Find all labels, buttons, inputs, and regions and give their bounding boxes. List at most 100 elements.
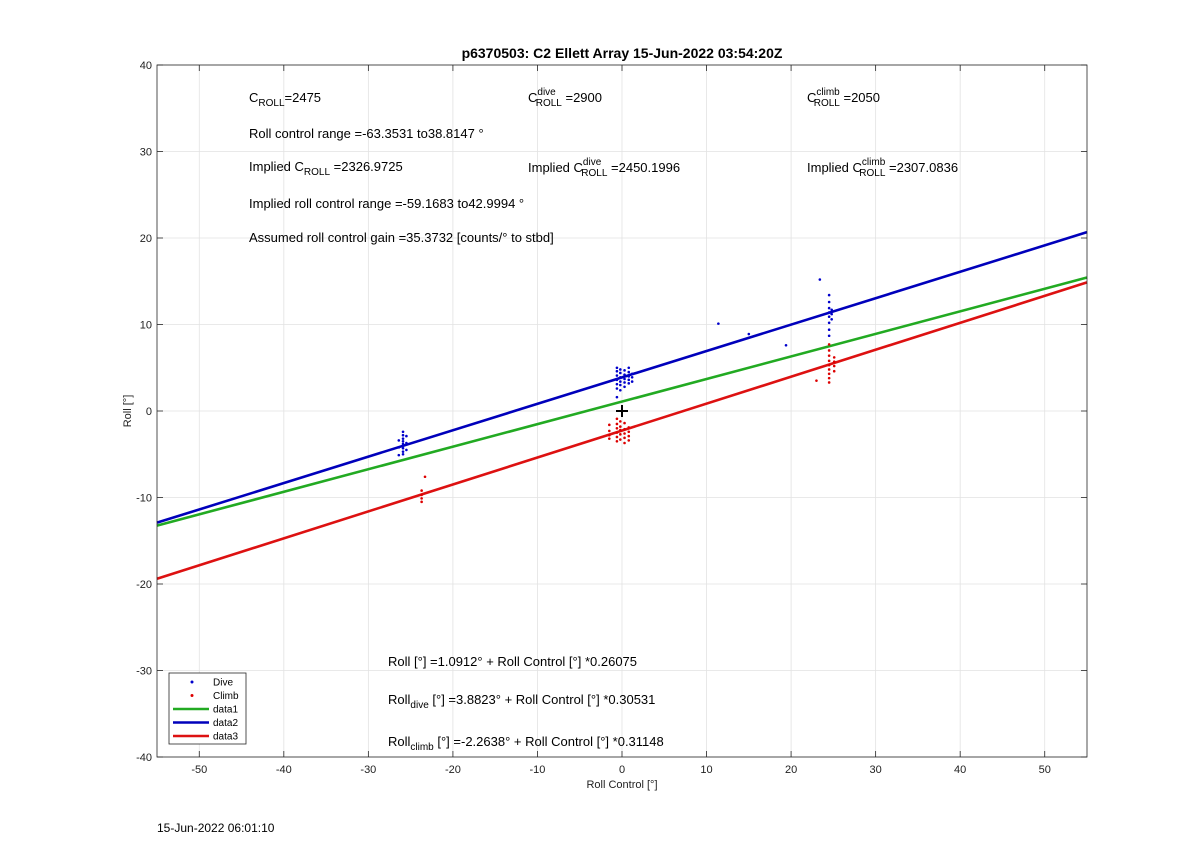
dive-point (623, 385, 626, 389)
dive-point (717, 322, 720, 325)
implied-c-roll-climb-annotation: Implied Cclimb ROLL =2307.0836 (807, 157, 958, 179)
y-axis-label: Roll [°] (122, 395, 134, 428)
fit-dive-equation: Rolldive [°] =3.8823° + Roll Control [°]… (388, 692, 655, 711)
climb-point (619, 428, 622, 432)
climb-point (608, 437, 611, 440)
dive-point (619, 380, 622, 383)
climb-point (827, 368, 831, 371)
x-tick-label: 10 (700, 764, 712, 776)
dive-point (619, 368, 622, 371)
dive-point (619, 371, 622, 375)
dive-point (830, 308, 833, 312)
x-tick-label: -20 (445, 764, 461, 776)
dive-point (630, 375, 634, 379)
dive-point (401, 430, 405, 434)
axis-ticks: -50 -40 -30 -20 -10 0 10 20 30 40 50 -40 -30 -20 -10 0 1… (136, 60, 1087, 776)
dive-point (818, 278, 822, 281)
climb-point (615, 431, 619, 434)
dive-point (747, 332, 751, 336)
climb-point (827, 363, 831, 367)
climb-point (615, 435, 619, 439)
dive-point (827, 311, 831, 314)
climb-point (827, 359, 831, 363)
dive-point (405, 434, 408, 438)
y-tick-label: 40 (140, 60, 152, 72)
y-tick-label: 0 (146, 406, 152, 418)
climb-point (827, 381, 831, 384)
fit-line-data2 (156, 230, 1088, 524)
dive-point (827, 321, 831, 325)
climb-point (420, 500, 423, 504)
dive-point (615, 382, 619, 386)
climb-point (608, 429, 611, 433)
climb-point (423, 475, 427, 479)
climb-point (619, 420, 622, 423)
dive-point (623, 377, 626, 381)
climb-point (623, 436, 626, 440)
climb-point (827, 354, 831, 357)
dive-point (401, 433, 405, 437)
legend-label-data1: data1 (213, 705, 238, 716)
origin-marker (616, 405, 628, 417)
dive-point (827, 306, 831, 310)
fit-line-data1 (156, 276, 1088, 527)
x-tick-label: -50 (191, 764, 207, 776)
dive-point (401, 446, 405, 450)
implied-roll-range-annotation: Implied roll control range =-59.1683 to4… (249, 196, 524, 211)
legend-label-data3: data3 (213, 732, 238, 743)
climb-point (827, 376, 831, 380)
climb-point (827, 343, 831, 346)
dive-point (401, 439, 405, 443)
climb-point (827, 349, 831, 352)
dive-point (619, 388, 622, 392)
dive-point (405, 448, 408, 452)
dive-point (784, 343, 788, 347)
climb-point (627, 434, 631, 438)
climb-point (608, 433, 611, 437)
climb-point (623, 421, 626, 425)
dive-point (630, 372, 634, 376)
legend-marker-dive (190, 680, 194, 684)
dive-point (619, 375, 622, 379)
y-tick-label: 10 (140, 320, 152, 332)
climb-point (623, 432, 626, 435)
dive-point (827, 293, 831, 297)
climb-point (627, 430, 631, 434)
dive-point (827, 334, 831, 338)
c-roll-annotation: CROLL=2475 (249, 90, 321, 109)
c-roll-dive-annotation: Cdive ROLL =2900 (528, 87, 602, 109)
climb-point (832, 360, 836, 363)
dive-point (627, 375, 631, 378)
assumed-gain-annotation: Assumed roll control gain =35.3732 [coun… (249, 230, 554, 245)
dive-point (623, 381, 626, 384)
dive-point (827, 315, 831, 319)
climb-point (815, 379, 818, 383)
legend-label-dive: Dive (213, 678, 233, 689)
climb-point (608, 423, 611, 427)
x-tick-label: 30 (870, 764, 882, 776)
dive-point (401, 437, 405, 440)
climb-point (623, 427, 626, 431)
y-tick-label: -20 (136, 579, 152, 591)
climb-point (623, 441, 626, 445)
dive-point (397, 446, 401, 449)
fit-lines (156, 230, 1088, 581)
dive-point (401, 444, 405, 447)
y-tick-label: 30 (140, 147, 152, 159)
x-tick-label: -30 (360, 764, 376, 776)
legend-label-data2: data2 (213, 718, 238, 729)
climb-point (619, 433, 622, 436)
dive-point (830, 318, 833, 321)
dive-point (627, 370, 631, 374)
climb-point (832, 369, 836, 373)
roll-control-range-annotation: Roll control range =-63.3531 to38.8147 ° (249, 126, 484, 141)
legend: Dive Climb data1 data2 data3 (168, 672, 247, 745)
data-points (397, 278, 836, 504)
climb-point (615, 422, 619, 426)
implied-c-roll-annotation: Implied CROLL =2326.9725 (249, 159, 403, 178)
x-tick-label: -40 (276, 764, 292, 776)
dive-point (627, 366, 631, 370)
y-tick-label: -30 (136, 666, 152, 678)
dive-point (401, 452, 405, 456)
